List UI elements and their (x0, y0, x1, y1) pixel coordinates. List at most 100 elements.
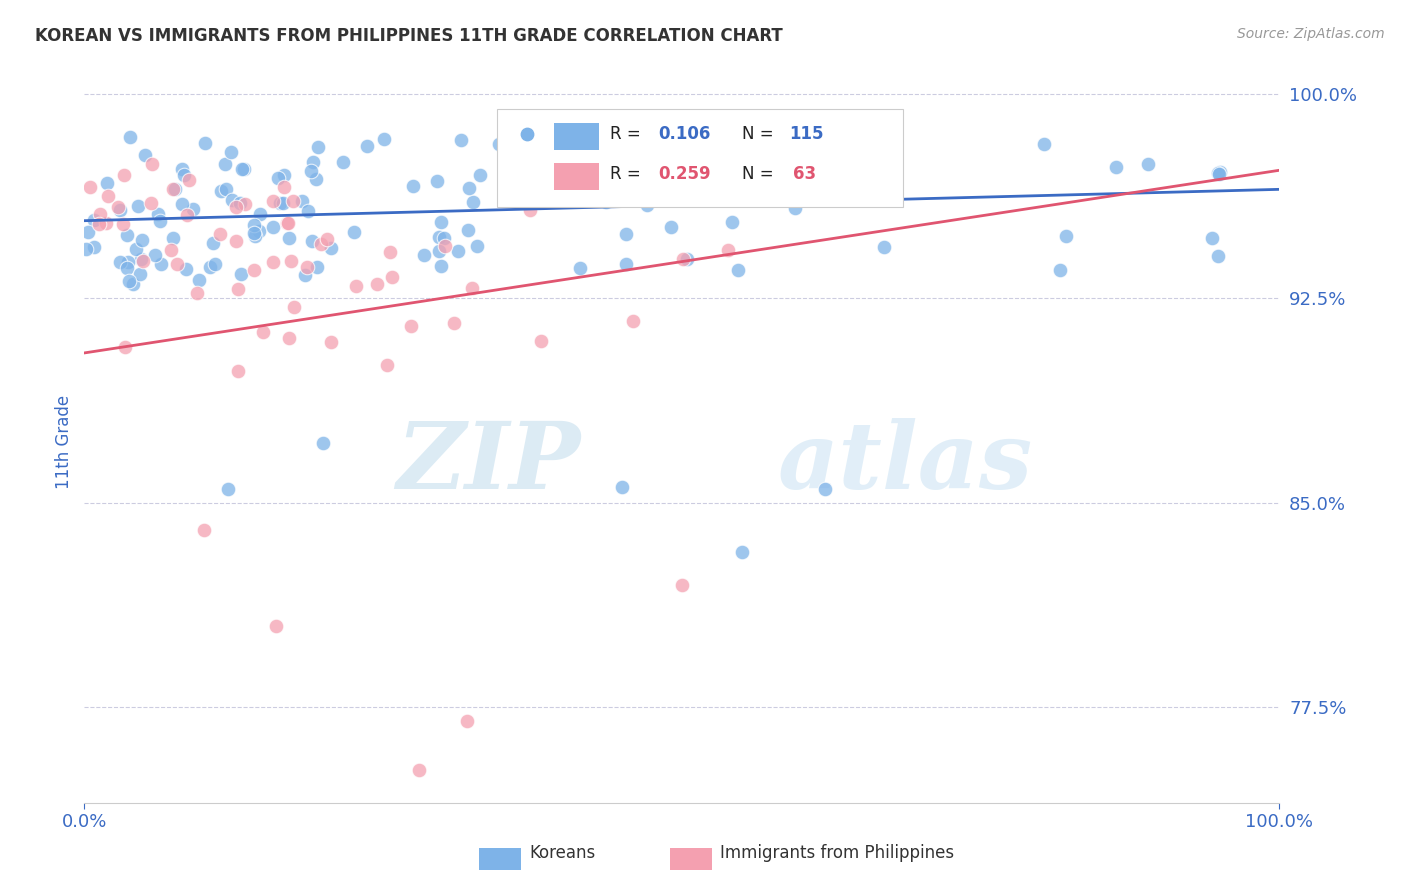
Point (458, 181, 481, 195)
Point (134, 148, 156, 162)
Point (172, 162, 194, 177)
Point (112, 169, 135, 183)
Point (225, 234, 247, 248)
Point (252, 325, 274, 339)
Point (221, 194, 243, 208)
Point (434, 239, 457, 253)
Point (401, 178, 423, 193)
Text: KOREAN VS IMMIGRANTS FROM PHILIPPINES 11TH GRADE CORRELATION CHART: KOREAN VS IMMIGRANTS FROM PHILIPPINES 11… (35, 27, 783, 45)
Point (273, 169, 295, 183)
Point (307, 140, 329, 154)
Point (614, 257, 637, 271)
Point (226, 364, 249, 378)
Point (429, 214, 451, 228)
Point (269, 196, 291, 211)
FancyBboxPatch shape (479, 848, 520, 870)
Point (315, 232, 337, 246)
Point (271, 195, 294, 210)
Point (380, 244, 402, 259)
Point (118, 274, 141, 288)
Point (319, 334, 342, 349)
Point (172, 197, 194, 211)
Point (198, 260, 221, 275)
Point (443, 316, 465, 330)
Point (232, 161, 254, 176)
Text: 0.106: 0.106 (658, 126, 710, 144)
Point (243, 218, 266, 232)
Point (301, 234, 323, 248)
Point (273, 180, 295, 194)
Point (1208, 167, 1230, 181)
Point (568, 260, 591, 275)
Point (375, 358, 398, 372)
Point (433, 231, 456, 245)
Point (291, 194, 314, 208)
Point (118, 129, 141, 144)
Point (111, 217, 134, 231)
Point (149, 257, 172, 271)
Point (143, 248, 166, 262)
Point (243, 229, 266, 244)
Text: atlas: atlas (778, 418, 1033, 508)
Point (131, 233, 153, 247)
Point (277, 230, 299, 244)
Point (661, 219, 683, 234)
Point (83, 240, 105, 254)
Point (426, 174, 449, 188)
Point (783, 201, 806, 215)
Point (450, 133, 472, 147)
Point (262, 194, 284, 208)
Point (344, 279, 367, 293)
Point (295, 260, 318, 275)
Point (1209, 164, 1232, 178)
Point (373, 131, 395, 145)
Point (96, 176, 118, 190)
Point (267, 170, 290, 185)
Point (676, 252, 699, 266)
Point (209, 184, 232, 198)
Point (76, 225, 98, 239)
Point (96, 216, 118, 230)
Point (208, 227, 231, 241)
FancyBboxPatch shape (554, 162, 599, 190)
Point (127, 199, 149, 213)
Point (321, 242, 343, 256)
Point (634, 181, 657, 195)
Point (247, 224, 270, 238)
Point (879, 182, 901, 196)
Point (79, 180, 101, 194)
Point (595, 194, 617, 209)
Point (242, 262, 264, 277)
Point (1206, 166, 1229, 180)
Text: R =: R = (610, 126, 647, 144)
Point (194, 136, 217, 150)
Point (612, 479, 634, 493)
Point (672, 252, 695, 266)
Point (193, 523, 215, 537)
Point (727, 262, 749, 277)
Point (671, 577, 693, 591)
Point (129, 252, 152, 266)
Point (873, 240, 896, 254)
Point (465, 239, 488, 253)
Point (636, 198, 658, 212)
Point (162, 182, 184, 196)
Point (87, 218, 110, 232)
Point (97, 189, 120, 203)
Point (125, 242, 148, 256)
Point (146, 207, 169, 221)
Text: N =: N = (742, 165, 779, 183)
Point (332, 155, 354, 169)
Y-axis label: 11th Grade: 11th Grade (55, 394, 73, 489)
Point (412, 248, 434, 262)
Point (456, 714, 478, 728)
Point (117, 255, 139, 269)
Point (107, 200, 129, 214)
Point (1105, 161, 1128, 175)
Point (179, 173, 201, 187)
Point (305, 171, 328, 186)
Point (276, 216, 298, 230)
Text: Immigrants from Philippines: Immigrants from Philippines (720, 845, 955, 863)
Point (381, 269, 404, 284)
Point (468, 169, 491, 183)
